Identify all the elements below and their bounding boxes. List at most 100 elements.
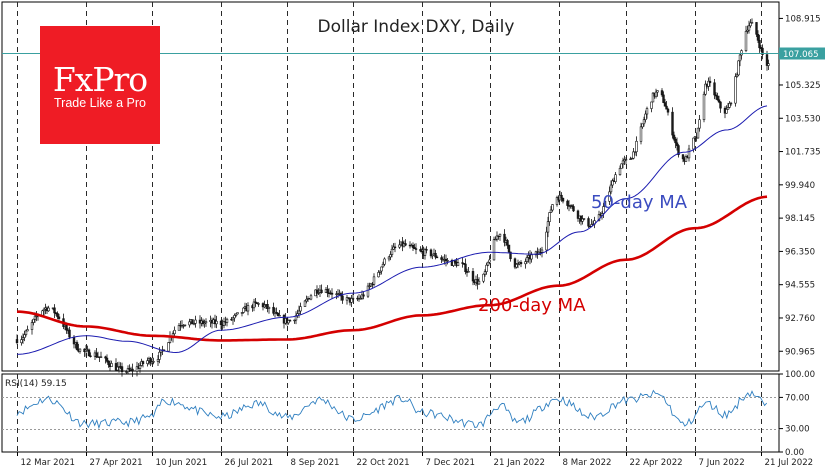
candle-body <box>758 40 761 49</box>
candle-body <box>704 83 707 95</box>
candle-body <box>188 321 191 326</box>
rsi-tick-label: 30.00 <box>785 425 810 435</box>
candle-body <box>305 298 308 302</box>
candle-body <box>372 276 376 285</box>
candle-body <box>509 251 512 260</box>
candle-body <box>297 310 301 314</box>
candle-body <box>287 320 290 324</box>
candle-body <box>263 304 266 308</box>
candle-body <box>152 361 155 363</box>
candle-body <box>660 90 664 96</box>
candle-body <box>506 240 509 246</box>
candle-body <box>272 306 275 314</box>
x-tick-label: 8 Sep 2021 <box>291 458 340 468</box>
candle-body <box>515 264 518 268</box>
candle-body <box>618 167 622 176</box>
ma-200-line <box>17 195 768 342</box>
candle-body <box>326 289 329 294</box>
candle-body <box>729 102 733 105</box>
candle-body <box>41 310 44 316</box>
candle-body <box>540 249 544 253</box>
candle-body <box>630 157 634 160</box>
candle-body <box>645 108 649 115</box>
candle-body <box>672 134 676 140</box>
candle-body <box>488 259 491 263</box>
candle-body <box>582 218 586 220</box>
candle-body <box>635 140 638 153</box>
candle-body <box>131 368 134 372</box>
candle-body <box>377 272 380 278</box>
candle-body <box>642 119 646 125</box>
y-tick-label: 96.350 <box>785 247 815 257</box>
candle-body <box>429 249 433 257</box>
candle-body <box>495 235 499 240</box>
candle-body <box>47 307 50 312</box>
candle-body <box>275 311 278 314</box>
candle-body <box>95 352 98 358</box>
candle-body <box>75 342 79 350</box>
candle-body <box>545 231 548 251</box>
candle-body <box>42 308 46 312</box>
candle-body <box>708 80 712 84</box>
rsi-axis: 100.00 70.00 30.00 0.00 <box>779 370 815 458</box>
fxpro-logo: FxPro Trade Like a Pro <box>40 26 160 144</box>
candle-body <box>431 254 434 257</box>
candle-body <box>576 210 580 219</box>
candle-body <box>492 239 496 261</box>
candle-body <box>116 366 119 371</box>
candle-body <box>240 312 244 314</box>
candle-body <box>341 295 344 301</box>
candle-body <box>125 371 128 373</box>
candle-body <box>570 205 574 207</box>
candle-body <box>30 322 34 330</box>
candle-body <box>107 361 110 365</box>
candle-body <box>234 313 238 316</box>
rsi-tick-label: 0.00 <box>785 448 804 458</box>
candle-body <box>519 262 523 265</box>
rsi-level-lines <box>2 397 779 430</box>
candle-body <box>740 50 743 56</box>
candle-body <box>614 174 617 182</box>
candle-body <box>456 262 460 267</box>
candle-body <box>555 197 559 205</box>
candle-body <box>750 22 754 24</box>
candle-body <box>345 297 349 301</box>
candle-body <box>378 270 382 273</box>
candle-body <box>278 315 281 317</box>
candle-body <box>65 324 68 331</box>
candle-body <box>609 184 613 193</box>
candle-body <box>738 54 742 62</box>
candle-body <box>549 209 553 213</box>
candle-body <box>173 329 176 335</box>
candle-body <box>203 322 206 325</box>
rsi-tick-label: 100.00 <box>785 370 815 380</box>
candle-body <box>566 200 569 206</box>
price-axis: 108.915 107.065 105.325 103.530 101.735 99.94… <box>779 14 825 357</box>
candle-body <box>440 257 443 260</box>
candle-body <box>746 29 749 32</box>
candle-body <box>587 218 590 227</box>
candle-body <box>471 271 475 282</box>
y-tick-label: 105.325 <box>785 81 821 91</box>
candle-body <box>26 329 29 332</box>
candle-body <box>725 109 728 114</box>
candle-body <box>572 206 575 212</box>
candle-body <box>23 334 26 338</box>
candle-body <box>167 342 170 352</box>
candle-body <box>644 113 647 121</box>
candle-body <box>231 317 235 321</box>
candle-body <box>236 312 239 315</box>
candle-body <box>530 254 533 260</box>
candle-body <box>467 271 470 273</box>
candle-body <box>665 105 668 110</box>
candle-body <box>681 154 685 160</box>
candle-body <box>737 60 740 76</box>
candle-body <box>204 321 208 324</box>
candle-body <box>35 315 38 318</box>
candle-body <box>57 316 61 319</box>
candle-body <box>413 247 416 249</box>
candle-body <box>675 142 679 146</box>
candle-body <box>20 339 23 344</box>
x-tick-label: 21 Jul 2022 <box>765 458 814 468</box>
candle-body <box>15 339 19 344</box>
